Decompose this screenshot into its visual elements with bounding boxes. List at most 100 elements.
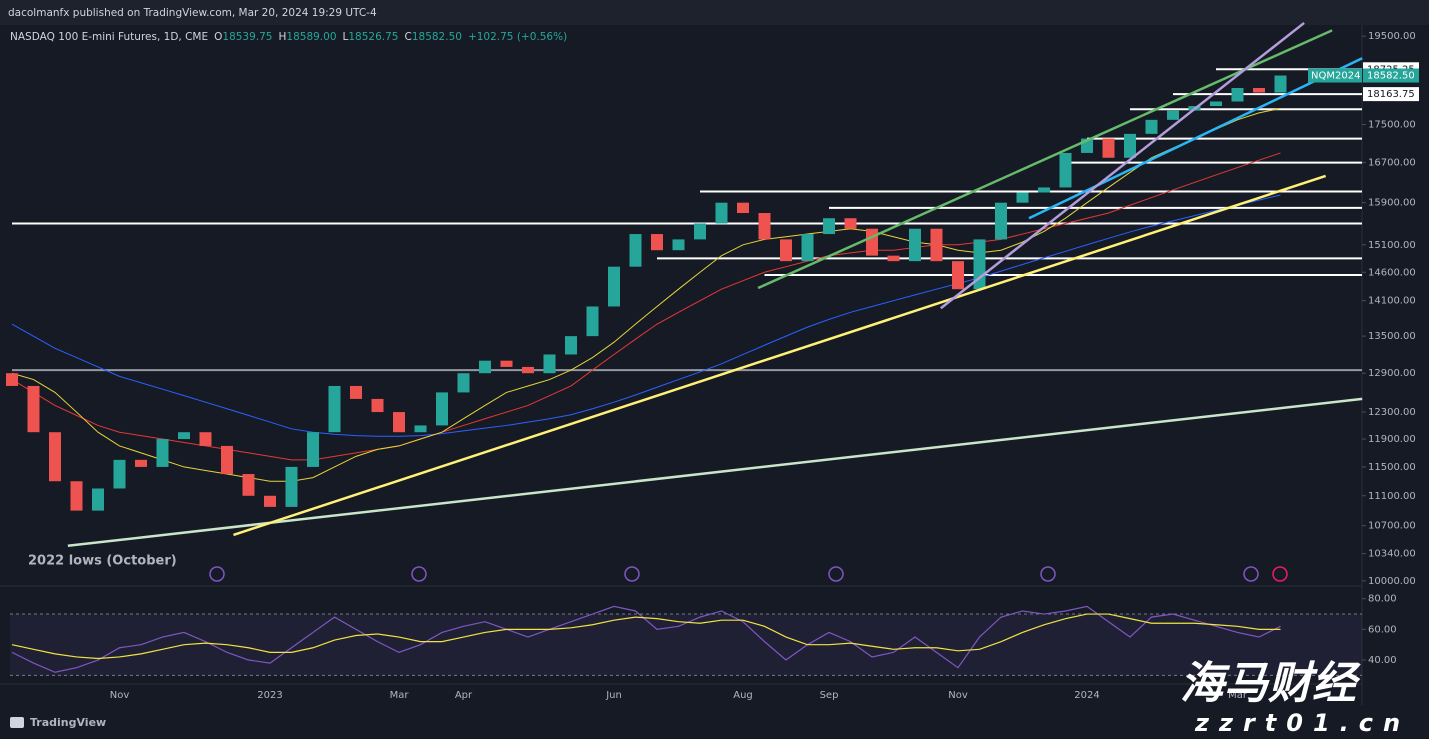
trend-line: [233, 174, 1327, 537]
moving-average: [11, 152, 1281, 461]
published-note: dacolmanfx published on TradingView.com,…: [8, 7, 377, 19]
candle: [565, 336, 577, 355]
candle: [1253, 88, 1265, 93]
rsi-band: [10, 614, 1362, 676]
y-tick-label: 12900.00: [1368, 368, 1416, 379]
trend-line: [67, 397, 1363, 548]
y-tick-label: 10000.00: [1368, 576, 1416, 587]
candle: [866, 228, 878, 256]
ohlc-key: L: [343, 31, 349, 43]
candle: [178, 432, 190, 440]
moving-average: [11, 194, 1281, 437]
annotation: 2022 lows (October): [28, 554, 177, 569]
candle: [1038, 187, 1050, 193]
y-tick-label: 40.00: [1368, 655, 1397, 666]
candle: [651, 234, 663, 251]
x-tick-label: 2024: [1074, 690, 1099, 701]
ohlc-key: C: [404, 31, 411, 43]
candle: [113, 459, 126, 489]
candle: [371, 398, 384, 413]
rsi-line: [11, 613, 1281, 660]
trend-line: [940, 21, 1305, 310]
legend-line: NASDAQ 100 E-mini Futures, 1D, CME O18539…: [10, 31, 567, 43]
candle: [522, 366, 534, 374]
price-tag: [1363, 68, 1419, 83]
change: +102.75 (+0.56%): [468, 31, 567, 43]
candle: [672, 239, 685, 251]
y-tick-label: 11900.00: [1368, 434, 1416, 445]
watermark-site: zzrt01.cn: [1194, 709, 1410, 737]
ohlc-value: 18589.00: [286, 31, 336, 43]
y-tick-label: 60.00: [1368, 624, 1397, 635]
candle: [135, 459, 147, 467]
candle: [457, 373, 470, 393]
price-tag-label: 18582.50: [1367, 71, 1415, 82]
ohlc-value: 18582.50: [412, 31, 462, 43]
y-tick-label: 10340.00: [1368, 549, 1416, 560]
candle: [328, 385, 341, 433]
symbol-title: NASDAQ 100 E-mini Futures, 1D, CME: [10, 31, 208, 43]
candle: [715, 202, 728, 224]
candle: [1016, 192, 1029, 203]
candle: [242, 474, 255, 496]
candle: [694, 223, 706, 240]
candle: [608, 266, 620, 307]
candle: [1167, 110, 1179, 120]
ohlc-value: 18526.75: [348, 31, 398, 43]
candle: [758, 213, 771, 240]
x-tick-label: Apr: [455, 690, 473, 701]
candle: [543, 354, 556, 374]
y-tick-label: 80.00: [1368, 594, 1397, 605]
candle: [737, 202, 749, 214]
y-tick-label: 19500.00: [1368, 31, 1416, 42]
moving-average: [11, 107, 1281, 482]
candle: [1210, 101, 1222, 107]
ohlc-key: O: [214, 31, 222, 43]
candle: [264, 495, 276, 507]
y-tick-label: 14600.00: [1368, 267, 1416, 278]
x-tick-label: Sep: [820, 690, 839, 701]
y-tick-label: 15900.00: [1368, 198, 1416, 209]
trend-line: [1028, 57, 1363, 220]
candle: [414, 425, 427, 433]
x-tick-label: Aug: [733, 690, 753, 701]
candle: [6, 373, 18, 386]
rsi-line: [11, 605, 1281, 673]
brand-logo: [10, 717, 24, 728]
rsi-panel: [10, 588, 1362, 683]
watermark-title: 海马财经: [1180, 658, 1361, 709]
candle: [1145, 119, 1158, 134]
level-tag: [1363, 87, 1419, 102]
candle: [199, 432, 212, 446]
candle: [307, 432, 319, 467]
candle: [479, 360, 491, 374]
x-tick-label: Mar: [390, 690, 410, 701]
candle: [887, 255, 900, 262]
trend-line: [757, 29, 1333, 290]
level-tag-label: 18163.75: [1367, 89, 1415, 100]
candle: [221, 445, 233, 475]
y-tick-label: 16700.00: [1368, 158, 1416, 169]
y-tick-label: 13500.00: [1368, 331, 1416, 342]
candle: [285, 466, 298, 507]
footer-brand: TradingView: [30, 716, 106, 729]
symbol-tag-label: NQM2024: [1311, 71, 1360, 82]
x-tick-label: Mar: [1228, 690, 1248, 701]
candle: [70, 481, 83, 511]
candle: [629, 234, 642, 267]
candle: [801, 234, 814, 262]
top-bar: [0, 0, 1429, 25]
symbol-tag: [1308, 68, 1362, 83]
candle: [27, 385, 40, 433]
y-tick-label: 14100.00: [1368, 296, 1416, 307]
x-tick-label: Jun: [605, 690, 622, 701]
candle: [436, 392, 448, 426]
y-tick-label: 11100.00: [1368, 491, 1416, 502]
candle: [156, 439, 169, 467]
event-icons: [209, 566, 1288, 582]
candle: [49, 432, 61, 482]
candle: [952, 261, 964, 290]
candle: [92, 488, 104, 511]
